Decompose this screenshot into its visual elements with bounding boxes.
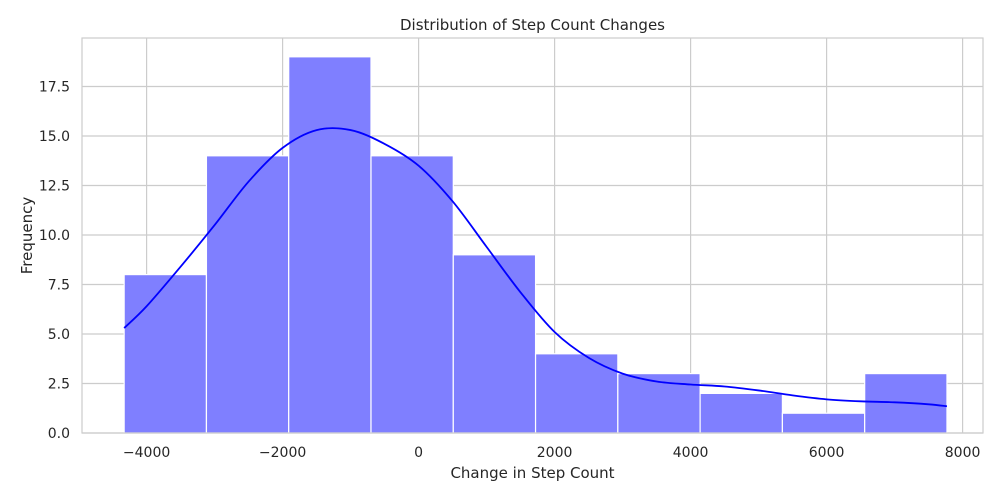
kde-layer — [123, 127, 948, 408]
kde-curve — [123, 127, 948, 408]
histogram-bar — [699, 392, 783, 434]
histogram-bar — [123, 274, 208, 434]
bars-layer — [123, 56, 948, 434]
x-tick-label: −2000 — [259, 445, 306, 461]
y-tick-label: 10.0 — [39, 228, 70, 244]
histogram-bar — [205, 155, 290, 434]
x-tick-label: 8000 — [945, 445, 981, 461]
plot-frame — [81, 37, 984, 434]
histogram-bar — [370, 155, 454, 434]
y-tick-label: 2.5 — [48, 377, 70, 393]
y-tick-label: 15.0 — [39, 129, 70, 145]
x-axis-label: Change in Step Count — [450, 464, 614, 482]
chart-title: Distribution of Step Count Changes — [400, 16, 665, 34]
x-tick-label: 6000 — [809, 445, 845, 461]
histogram-bar — [617, 373, 701, 434]
y-tick-label: 0.0 — [48, 426, 70, 442]
y-tick-label: 7.5 — [48, 278, 70, 294]
histogram-bar — [781, 412, 866, 434]
x-tick-label: 0 — [414, 445, 423, 461]
histogram-bar — [534, 353, 619, 434]
y-axis-label: Frequency — [18, 197, 36, 275]
x-tick-label: 2000 — [537, 445, 573, 461]
y-tick-labels: 0.0 2.5 5.0 7.5 10.0 12.5 15.0 17.5 — [39, 80, 70, 442]
x-tick-labels: −4000 −2000 0 2000 4000 6000 8000 — [123, 445, 981, 461]
x-tick-label: −4000 — [123, 445, 170, 461]
histogram-bar — [452, 254, 537, 434]
x-tick-label: 4000 — [673, 445, 709, 461]
y-tick-label: 12.5 — [39, 179, 70, 195]
y-tick-label: 5.0 — [48, 327, 70, 343]
histogram-bar — [288, 56, 372, 434]
y-tick-label: 17.5 — [39, 80, 70, 96]
